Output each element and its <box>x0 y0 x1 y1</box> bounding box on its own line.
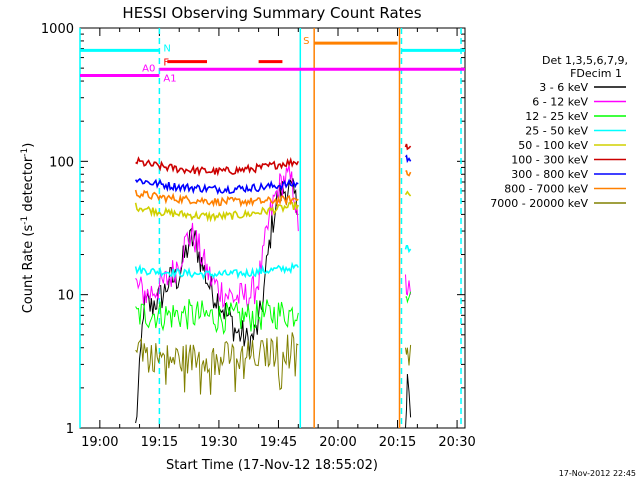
legend-title-line2: FDecim 1 <box>570 67 622 80</box>
legend: Det 1,3,5,6,7,9, FDecim 1 3 - 6 keV 6 - 1… <box>490 54 628 210</box>
x-tick-label: 19:30 <box>200 435 237 450</box>
legend-entry-label: 12 - 25 keV <box>525 110 588 123</box>
x-tick-labels: 19:00 19:15 19:30 19:45 20:00 20:15 20:30 <box>81 435 476 450</box>
flag-label-A1: A1 <box>163 73 176 84</box>
series-line <box>135 298 299 335</box>
series-line <box>134 261 299 281</box>
series-5 <box>135 143 412 177</box>
series-line <box>404 154 412 164</box>
series-line <box>135 156 300 177</box>
y-tick-labels: 1 10 100 1000 <box>41 22 74 437</box>
legend-entry-label: 300 - 800 keV <box>511 168 588 181</box>
x-axis-label: Start Time (17-Nov-12 18:55:02) <box>166 458 378 473</box>
series-8 <box>135 332 412 395</box>
series-line <box>404 143 412 151</box>
series-line <box>405 291 412 304</box>
series-line <box>134 177 299 196</box>
series-line <box>405 170 412 177</box>
y-tick-label: 100 <box>49 155 74 170</box>
y-tick-label: 1 <box>66 422 74 437</box>
legend-entry-label: 50 - 100 keV <box>518 139 588 152</box>
flag-label-N: N <box>163 43 170 54</box>
flag-label-F: F <box>163 58 169 69</box>
legend-entry-label: 800 - 7000 keV <box>504 183 588 196</box>
series-6 <box>134 154 412 196</box>
series-3 <box>134 245 412 281</box>
time-markers <box>79 28 462 428</box>
legend-title-line1: Det 1,3,5,6,7,9, <box>542 54 628 67</box>
series-line <box>405 344 412 366</box>
series-line <box>404 245 412 254</box>
x-tick-label: 20:30 <box>438 435 475 450</box>
legend-entry-label: 6 - 12 keV <box>532 96 588 109</box>
series-line <box>135 178 299 424</box>
series-line <box>404 190 412 197</box>
series-line <box>134 189 299 208</box>
flag-label-A0: A0 <box>142 64 155 75</box>
series-4 <box>134 190 412 223</box>
x-tick-label: 20:15 <box>379 435 416 450</box>
series-line <box>134 201 300 223</box>
series-lines <box>134 143 412 429</box>
x-tick-label: 19:00 <box>81 435 118 450</box>
legend-entry-label: 3 - 6 keV <box>539 81 588 94</box>
y-axis-label: Count Rate (s-1 detector-1) <box>20 143 36 314</box>
x-tick-label: 19:45 <box>260 435 297 450</box>
footer-timestamp: 17-Nov-2012 22:45 <box>559 469 636 478</box>
series-0 <box>135 178 412 429</box>
flag-bars: NF S A0 A1 <box>80 36 465 84</box>
chart-title: HESSI Observing Summary Count Rates <box>122 4 421 22</box>
legend-entry-label: 7000 - 20000 keV <box>490 197 588 210</box>
series-line <box>405 274 412 296</box>
series-2 <box>135 291 412 335</box>
series-line <box>405 373 412 429</box>
legend-entry-label: 25 - 50 keV <box>525 125 588 138</box>
y-tick-label: 10 <box>57 289 74 304</box>
x-tick-label: 19:15 <box>141 435 178 450</box>
flag-label-S: S <box>303 36 309 47</box>
y-tick-label: 1000 <box>41 22 74 37</box>
legend-entry-label: 100 - 300 keV <box>511 154 588 167</box>
series-line <box>135 332 299 395</box>
series-7 <box>134 170 412 208</box>
x-tick-label: 20:00 <box>319 435 356 450</box>
